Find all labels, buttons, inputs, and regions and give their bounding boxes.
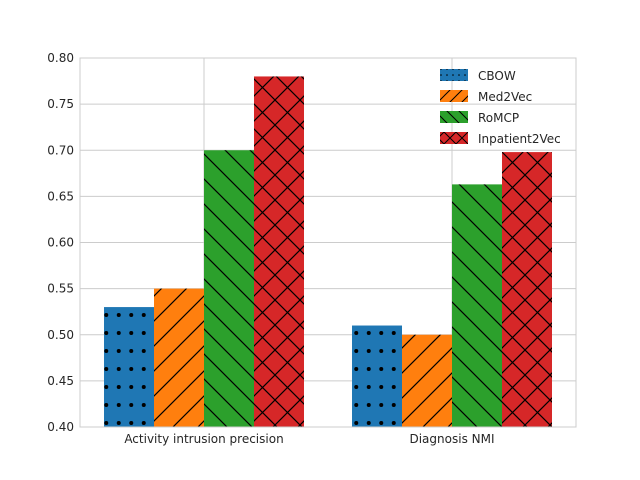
legend-swatch-hatch-romcp [440, 111, 468, 123]
bar-hatch-cbow-0 [104, 307, 155, 427]
y-tick-label: 0.80 [47, 51, 74, 65]
y-tick-label: 0.45 [47, 374, 74, 388]
bar-hatch-cbow-1 [352, 325, 403, 427]
legend-label-inpatient2vec: Inpatient2Vec [478, 132, 561, 146]
plot-frame [79, 57, 577, 428]
legend-label-cbow: CBOW [478, 69, 516, 83]
bars [104, 76, 552, 427]
legend-swatch-hatch-cbow [440, 69, 468, 81]
y-tick-label: 0.65 [47, 189, 74, 203]
bar-hatch-inpatient2vec-0 [253, 76, 304, 427]
x-tick-label: Diagnosis NMI [409, 432, 494, 446]
legend-swatch-hatch-med2vec [440, 90, 468, 102]
y-axis-ticks: 0.40 0.45 0.50 0.55 0.60 0.65 0.70 0.75 0.80 [47, 51, 74, 434]
y-tick-label: 0.55 [47, 282, 74, 296]
y-tick-label: 0.70 [47, 143, 74, 157]
legend: CBOW Med2Vec RoMCP Inpatient2Vec [440, 69, 561, 146]
x-axis-ticks: Activity intrusion precision Diagnosis NM… [124, 432, 494, 446]
bar-hatch-romcp-0 [204, 150, 254, 427]
x-tick-label: Activity intrusion precision [124, 432, 283, 446]
bar-hatch-romcp-1 [452, 184, 502, 427]
bar-hatch-inpatient2vec-1 [501, 152, 552, 427]
legend-swatch-hatch-inpatient2vec [440, 132, 468, 144]
y-tick-label: 0.60 [47, 236, 74, 250]
legend-label-med2vec: Med2Vec [478, 90, 532, 104]
legend-label-romcp: RoMCP [478, 111, 519, 125]
y-tick-label: 0.75 [47, 97, 74, 111]
bar-hatch-med2vec-1 [402, 334, 452, 427]
bar-hatch-med2vec-0 [154, 288, 204, 427]
y-tick-label: 0.50 [47, 328, 74, 342]
y-tick-label: 0.40 [47, 420, 74, 434]
